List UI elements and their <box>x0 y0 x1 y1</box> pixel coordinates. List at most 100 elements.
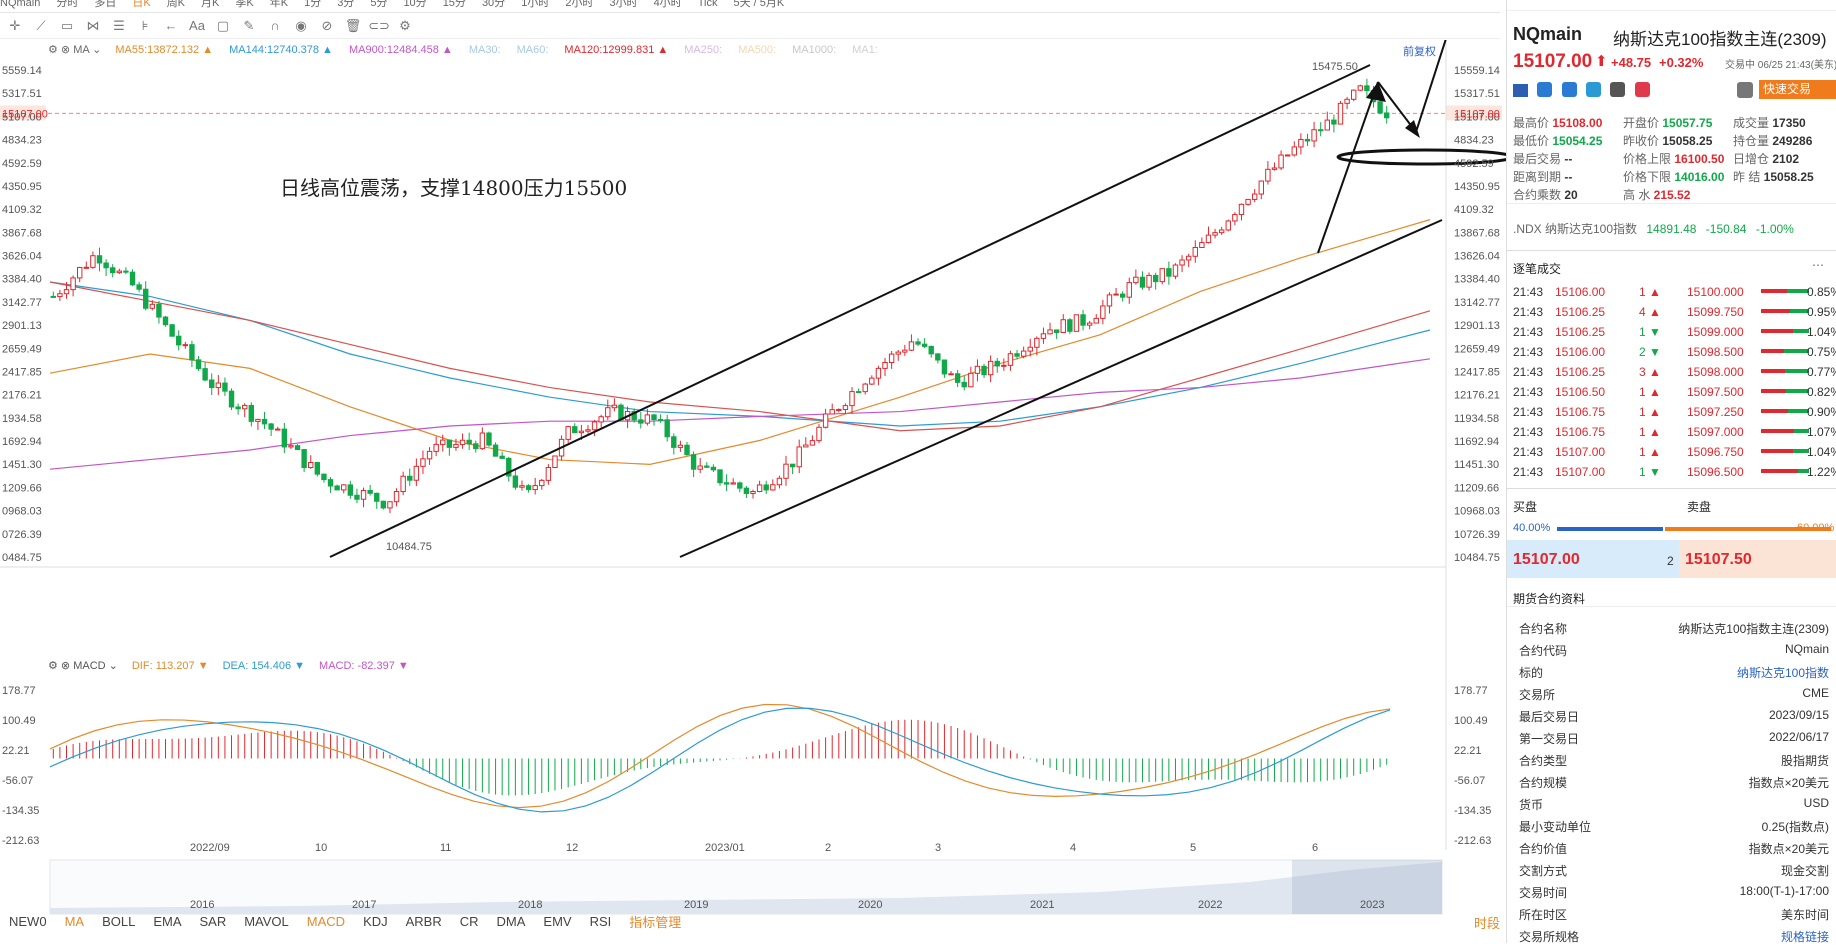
indicator-tab[interactable]: RSI <box>589 913 612 929</box>
stat-item: 价格下限 14016.00 <box>1623 170 1725 184</box>
price-axis-label: 14350.95 <box>1454 181 1500 193</box>
macd-axis-label: -56.07 <box>1454 775 1485 787</box>
period-tab[interactable]: 5分 <box>370 0 388 9</box>
time-axis-label: 6 <box>1312 842 1318 854</box>
chart-area[interactable]: 15559.14 5559.14 15317.51 5317.51 15107.00 51… <box>0 12 1514 943</box>
indicator-tab[interactable]: DMA <box>496 913 526 929</box>
period-tab[interactable]: 3小时 <box>609 0 638 9</box>
line-tool-icon[interactable]: ⟋ <box>36 18 46 33</box>
axis-labels: 15559.145559.1415317.515317.5115107.0051… <box>2 61 1500 911</box>
note-icon[interactable] <box>1610 82 1626 97</box>
channel-tool-icon[interactable]: ☰ <box>113 18 125 33</box>
candle-body <box>1185 255 1192 261</box>
indicator-tab[interactable]: MAVOL <box>244 913 289 929</box>
gear-icon[interactable]: ⚙ <box>399 18 411 33</box>
candle-body <box>756 484 763 493</box>
indicator-tab[interactable]: EMA <box>153 913 182 929</box>
magnet-icon[interactable]: ∩ <box>270 18 280 33</box>
candle-body <box>420 458 426 467</box>
candle-body <box>235 406 241 410</box>
candle-body <box>770 484 776 491</box>
user-drawings <box>329 12 1514 558</box>
crosshair-icon[interactable]: ✛ <box>9 18 21 33</box>
candle-body <box>921 343 928 347</box>
price-axis-label: 11692.94 <box>1454 436 1499 448</box>
ma-legend-item: MA1000: <box>792 44 837 56</box>
period-tab[interactable]: 3分 <box>337 0 355 9</box>
favorite-icon[interactable] <box>1634 82 1650 97</box>
period-tab[interactable]: 10分 <box>403 0 427 9</box>
candle-body <box>1179 259 1185 266</box>
indicator-tabs: NEW0 MA BOLL EMA SAR MAVOL MACD KDJ ARBR CR DMA EMV… <box>0 910 1470 932</box>
info-value[interactable]: 规格链接 <box>1780 930 1829 943</box>
tag-icon[interactable] <box>1586 82 1602 97</box>
period-tab[interactable]: 分时 <box>56 0 79 9</box>
session-button[interactable]: 时段 <box>1474 916 1501 931</box>
more-icon[interactable]: ⋯ <box>1812 258 1824 272</box>
indicator-tab[interactable]: MACD <box>306 913 346 929</box>
period-tab[interactable]: 季K <box>235 0 254 9</box>
bid-box[interactable] <box>1507 540 1679 578</box>
period-tab[interactable]: 周K <box>166 0 186 9</box>
pen-tool-icon[interactable]: ✎ <box>243 18 255 33</box>
period-tab[interactable]: 30分 <box>481 0 506 9</box>
period-tab[interactable]: 15分 <box>442 0 466 9</box>
ask-box[interactable] <box>1679 540 1836 578</box>
period-tab[interactable]: 日K <box>132 0 151 9</box>
period-tab[interactable]: 1分 <box>304 0 322 9</box>
link-icon[interactable]: ⊂⊃ <box>368 18 390 33</box>
eye-icon[interactable]: ◉ <box>295 18 307 33</box>
period-tab[interactable]: 5天 / 5月K <box>733 0 785 9</box>
rectangle-tool-icon[interactable]: ▭ <box>60 18 74 33</box>
comment-tool-icon[interactable]: ▢ <box>216 18 230 33</box>
candle-body <box>182 344 189 347</box>
period-tab[interactable]: Tick <box>697 0 718 9</box>
indicator-tab[interactable]: 指标管理 <box>629 914 682 930</box>
indicator-tab[interactable]: NEW0 <box>9 913 47 929</box>
info-value: 指数点×20美元 <box>1748 842 1829 856</box>
bell-icon[interactable] <box>1737 82 1753 98</box>
period-tab[interactable]: 年K <box>269 0 289 9</box>
quick-trade-button[interactable]: 快速交易 <box>1759 80 1836 99</box>
indicator-tab[interactable]: CR <box>459 913 479 929</box>
time-axis-label: 2023/01 <box>705 842 745 854</box>
indicator-tab[interactable]: ARBR <box>405 913 442 929</box>
adjust-button[interactable]: 前复权 <box>1403 46 1436 58</box>
chart-annotation-text: 日线高位震荡，支撑14800压力15500 <box>280 176 628 200</box>
arrow-tool-icon[interactable]: ← <box>164 18 178 33</box>
period-tab[interactable]: 2小时 <box>565 0 594 9</box>
measure-tool-icon[interactable]: ⊧ <box>141 18 149 33</box>
indicator-tab[interactable]: BOLL <box>102 913 136 929</box>
candle-body <box>334 485 340 491</box>
ma-settings[interactable]: ⚙ ⊗ MA ⌄ <box>48 44 102 56</box>
indicator-tab[interactable]: KDJ <box>363 913 388 929</box>
trash-icon[interactable]: 🗑 <box>344 18 362 33</box>
indicator-tab[interactable]: MA <box>64 913 85 929</box>
period-tab[interactable]: 多日 <box>94 0 117 9</box>
arrow-line-up <box>1317 81 1379 254</box>
fib-tool-icon[interactable]: ⋈ <box>86 18 100 33</box>
price-axis-label: 12417.85 <box>1454 366 1500 378</box>
macd-axis-label: 100.49 <box>1454 715 1488 727</box>
ma-legend-item: MA500: <box>738 44 777 56</box>
indicator-tab[interactable]: SAR <box>199 913 227 929</box>
candle-body <box>380 500 387 509</box>
indicator-tab[interactable]: EMV <box>543 913 572 929</box>
period-tab[interactable]: 月K <box>201 0 220 9</box>
candle-body <box>162 316 169 326</box>
period-tab[interactable]: 1小时 <box>521 0 550 9</box>
candle-body <box>1126 282 1132 298</box>
candle-body <box>413 465 420 481</box>
period-tab[interactable]: 4小时 <box>653 0 682 9</box>
lock-icon[interactable]: ⊘ <box>321 18 333 33</box>
info-label: 标的 <box>1519 666 1544 680</box>
text-tool-icon[interactable]: Aa <box>189 18 205 33</box>
index-line[interactable]: .NDX 纳斯达克100指数 14891.48 -150.84 -1.00% <box>1513 220 1794 237</box>
candle-body <box>677 444 684 448</box>
period-tab[interactable]: NQmain <box>0 0 41 9</box>
alert-icon[interactable] <box>1537 82 1553 97</box>
candle-body <box>459 439 466 445</box>
info-value[interactable]: 纳斯达克100指数 <box>1736 666 1829 680</box>
share-icon[interactable] <box>1561 82 1577 97</box>
candle-body <box>116 270 123 274</box>
